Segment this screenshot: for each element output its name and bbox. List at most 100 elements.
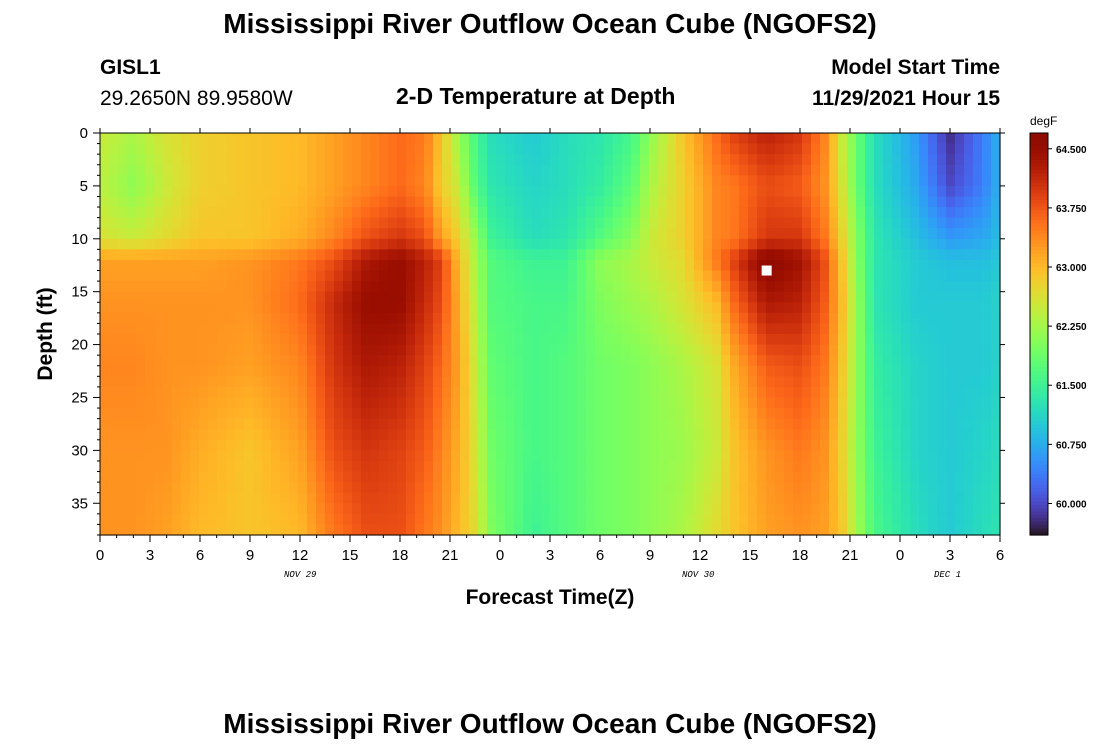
heatmap-cell <box>253 312 263 325</box>
heatmap-cell <box>424 355 434 367</box>
heatmap-cell <box>910 429 920 441</box>
heatmap-cell <box>235 185 245 198</box>
heatmap-cell <box>244 133 254 145</box>
heatmap-cell <box>541 471 551 483</box>
heatmap-cell <box>649 418 659 430</box>
heatmap-cell <box>388 334 398 346</box>
heatmap-cell <box>487 175 497 187</box>
heatmap-cell <box>856 312 866 325</box>
heatmap-cell <box>298 238 308 250</box>
heatmap-cell <box>109 228 119 240</box>
heatmap-cell <box>802 524 812 536</box>
heatmap-cell <box>262 503 272 515</box>
heatmap-cell <box>640 376 650 388</box>
heatmap-cell <box>451 460 461 473</box>
heatmap-cell <box>190 408 200 420</box>
heatmap-cell <box>838 143 848 155</box>
heatmap-cell <box>541 196 551 208</box>
heatmap-cell <box>145 460 155 473</box>
heatmap-cell <box>325 376 335 388</box>
heatmap-cell <box>280 450 290 462</box>
heatmap-cell <box>811 503 821 515</box>
heatmap-cell <box>874 418 884 430</box>
heatmap-cell <box>793 207 803 219</box>
heatmap-cell <box>640 143 650 155</box>
heatmap-cell <box>991 513 1001 526</box>
heatmap-cell <box>928 228 938 240</box>
heatmap-cell <box>442 196 452 208</box>
heatmap-cell <box>919 133 929 145</box>
heatmap-cell <box>559 143 569 155</box>
x-tick-label: 3 <box>946 547 954 564</box>
heatmap-cell <box>352 291 362 303</box>
heatmap-cell <box>343 217 353 229</box>
heatmap-cell <box>811 270 821 282</box>
heatmap-cell <box>802 513 812 526</box>
heatmap-cell <box>343 524 353 536</box>
heatmap-cell <box>388 503 398 515</box>
heatmap-cell <box>307 143 317 155</box>
heatmap-cell <box>595 312 605 325</box>
heatmap-cell <box>316 376 326 388</box>
heatmap-cell <box>289 217 299 229</box>
heatmap-cell <box>820 334 830 346</box>
heatmap-cell <box>505 524 515 536</box>
heatmap-cell <box>460 133 470 145</box>
heatmap-cell <box>964 513 974 526</box>
heatmap-cell <box>685 238 695 250</box>
heatmap-cell <box>586 471 596 483</box>
colorbar-swatch <box>1030 397 1048 402</box>
heatmap-cell <box>118 154 128 166</box>
heatmap-cell <box>613 524 623 536</box>
heatmap-cell <box>604 365 614 377</box>
y-tick-label: 30 <box>71 442 88 459</box>
heatmap-cell <box>325 503 335 515</box>
heatmap-cell <box>901 291 911 303</box>
heatmap-cell <box>181 334 191 346</box>
colorbar-swatch <box>1030 159 1048 164</box>
heatmap-cell <box>757 344 767 356</box>
heatmap-cell <box>595 164 605 176</box>
heatmap-cell <box>676 344 686 356</box>
heatmap-cell <box>532 344 542 356</box>
heatmap-cell <box>118 312 128 325</box>
heatmap-cell <box>919 323 929 335</box>
heatmap-cell <box>289 249 299 261</box>
heatmap-cell <box>208 323 218 335</box>
heatmap-cell <box>100 418 110 430</box>
heatmap-cell <box>613 143 623 155</box>
heatmap-cell <box>136 133 146 145</box>
heatmap-cell <box>703 524 713 536</box>
heatmap-cell <box>460 259 470 272</box>
heatmap-cell <box>154 228 164 240</box>
x-tick-label: 3 <box>546 547 554 564</box>
colorbar-swatch <box>1030 270 1048 275</box>
heatmap-cell <box>946 365 956 377</box>
heatmap-cell <box>280 460 290 473</box>
heatmap-cell <box>829 408 839 420</box>
heatmap-cell <box>928 291 938 303</box>
heatmap-cell <box>649 323 659 335</box>
heatmap-cell <box>109 365 119 377</box>
heatmap-cell <box>496 503 506 515</box>
heatmap-cell <box>802 133 812 145</box>
heatmap-cell <box>424 175 434 187</box>
heatmap-cell <box>784 291 794 303</box>
heatmap-cell <box>505 397 515 409</box>
heatmap-cell <box>100 344 110 356</box>
heatmap-cell <box>622 312 632 325</box>
heatmap-cell <box>262 185 272 198</box>
colorbar-swatch <box>1030 283 1048 288</box>
heatmap-cell <box>784 259 794 272</box>
heatmap-cell <box>163 249 173 261</box>
heatmap-cell <box>424 259 434 272</box>
heatmap-cell <box>271 291 281 303</box>
heatmap-cell <box>271 270 281 282</box>
colorbar-swatch <box>1030 173 1048 178</box>
heatmap-cell <box>928 450 938 462</box>
heatmap-cell <box>154 334 164 346</box>
heatmap-cell <box>388 270 398 282</box>
heatmap-cell <box>883 154 893 166</box>
heatmap-cell <box>694 524 704 536</box>
heatmap-cell <box>892 429 902 441</box>
